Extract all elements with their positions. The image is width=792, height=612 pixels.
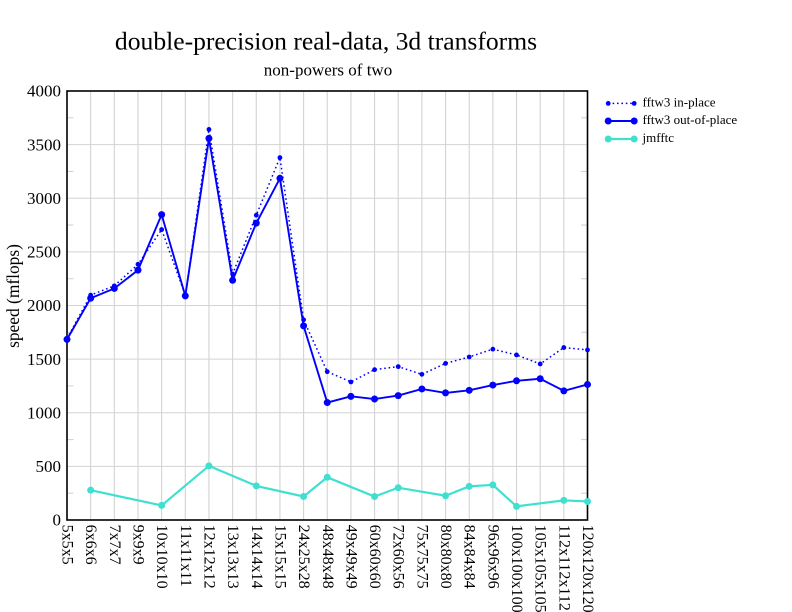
- svg-text:48x48x48: 48x48x48: [319, 525, 336, 589]
- svg-text:120x120x120: 120x120x120: [579, 525, 596, 612]
- svg-text:non-powers of two: non-powers of two: [264, 61, 392, 80]
- svg-text:15x15x15: 15x15x15: [271, 525, 288, 589]
- svg-text:49x49x49: 49x49x49: [342, 525, 359, 589]
- svg-text:80x80x80: 80x80x80: [437, 525, 454, 589]
- svg-text:6x6x6: 6x6x6: [82, 525, 99, 565]
- svg-text:1000: 1000: [27, 403, 61, 422]
- svg-text:11x11x11: 11x11x11: [177, 525, 194, 587]
- svg-text:75x75x75: 75x75x75: [413, 525, 430, 589]
- svg-text:105x105x105: 105x105x105: [532, 525, 549, 612]
- svg-text:72x60x56: 72x60x56: [390, 525, 407, 589]
- svg-text:3500: 3500: [27, 135, 61, 154]
- svg-text:speed (mflops): speed (mflops): [3, 244, 23, 348]
- svg-text:14x14x14: 14x14x14: [248, 525, 265, 589]
- svg-text:13x13x13: 13x13x13: [224, 525, 241, 589]
- svg-text:fftw3 out-of-place: fftw3 out-of-place: [643, 112, 738, 127]
- svg-text:84x84x84: 84x84x84: [461, 525, 478, 589]
- svg-text:9x9x9: 9x9x9: [129, 525, 146, 565]
- svg-text:3000: 3000: [27, 189, 61, 208]
- svg-text:4000: 4000: [27, 82, 61, 101]
- svg-text:double-precision real-data, 3d: double-precision real-data, 3d transform…: [115, 27, 537, 56]
- svg-text:1500: 1500: [27, 350, 61, 369]
- svg-text:112x112x112: 112x112x112: [555, 525, 572, 611]
- svg-text:7x7x7: 7x7x7: [106, 525, 123, 565]
- svg-text:10x10x10: 10x10x10: [153, 525, 170, 589]
- svg-text:60x60x60: 60x60x60: [366, 525, 383, 589]
- svg-text:jmfftc: jmfftc: [642, 130, 675, 145]
- svg-text:100x100x100: 100x100x100: [508, 525, 525, 612]
- svg-text:0: 0: [53, 511, 62, 530]
- svg-text:12x12x12: 12x12x12: [200, 525, 217, 589]
- svg-text:5x5x5: 5x5x5: [59, 525, 76, 565]
- svg-text:2000: 2000: [27, 296, 61, 315]
- svg-text:500: 500: [36, 457, 62, 476]
- svg-text:24x25x28: 24x25x28: [295, 525, 312, 589]
- svg-text:96x96x96: 96x96x96: [484, 525, 501, 589]
- svg-text:fftw3 in-place: fftw3 in-place: [643, 95, 716, 110]
- svg-text:2500: 2500: [27, 243, 61, 262]
